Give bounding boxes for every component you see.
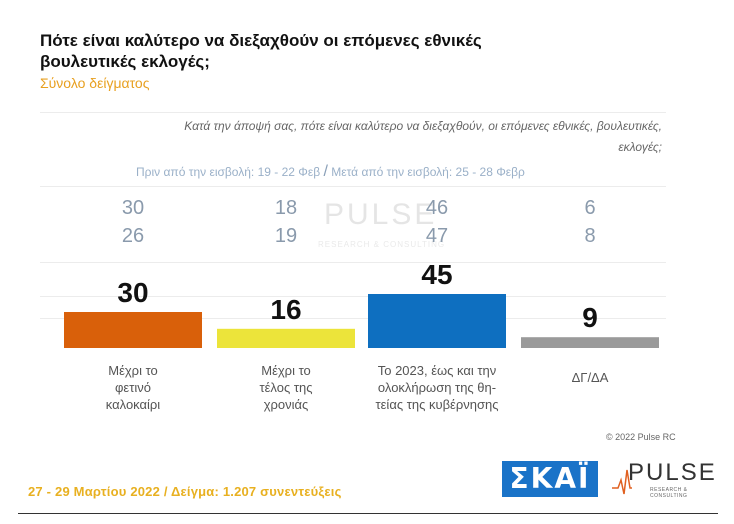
category-label-line: χρονιάς — [263, 397, 309, 412]
chart-subtitle: Σύνολο δείγματος — [40, 75, 150, 91]
pulse-logo-word: PULSE — [628, 459, 717, 486]
watermark-tagline: RESEARCH & CONSULTING — [318, 240, 446, 249]
category-label-line: Το 2023, έως και την — [377, 363, 497, 378]
pulse-logo-tagline: RESEARCH & CONSULTING — [650, 487, 688, 499]
category-label-line: Μέχρι το — [108, 363, 158, 378]
category-label: Μέχρι το φετινό καλοκαίρι — [58, 362, 208, 413]
pulse-wave-icon — [612, 469, 632, 495]
sample-info: 27 - 29 Μαρτίου 2022 / Δείγμα: 1.207 συν… — [28, 484, 342, 499]
period-separator: / — [323, 163, 328, 180]
grid-line — [40, 186, 666, 187]
bar — [217, 328, 355, 348]
footer-divider — [18, 513, 718, 514]
category-label: Το 2023, έως και την ολοκλήρωση της θη-τε… — [362, 362, 512, 413]
skai-logo: ΣΚΑΪ — [502, 461, 598, 497]
previous-wave-value: 19 — [275, 225, 297, 247]
chart-title: Πότε είναι καλύτερο να διεξαχθούν οι επό… — [40, 31, 482, 71]
category-label-line: ΔΓ/ΔΑ — [571, 370, 609, 385]
grid-line — [40, 112, 666, 113]
previous-wave-value: 30 — [122, 197, 144, 219]
previous-wave-value: 47 — [426, 225, 448, 247]
survey-question: Κατά την άποψή σας, πότε είναι καλύτερο … — [184, 119, 662, 154]
category-label-line: τείας της κυβέρνησης — [375, 397, 499, 412]
category-label-line: ολοκλήρωση της θη- — [377, 380, 497, 395]
category-label-line: τέλος της — [259, 380, 313, 395]
bar-value-label: 9 — [582, 302, 598, 333]
category-label: ΔΓ/ΔΑ — [515, 369, 665, 386]
grid-line — [40, 262, 666, 263]
category-label-line: Μέχρι το — [261, 363, 311, 378]
bar-value-label: 45 — [421, 259, 452, 290]
period-after-label: Μετά από την εισβολή: 25 - 28 Φεβρ — [331, 165, 525, 179]
bar — [368, 294, 506, 348]
watermark-word: PULSE — [324, 198, 438, 231]
period-legend: Πριν από την εισβολή: 19 - 22 Φεβ / Μετά… — [136, 163, 525, 181]
previous-wave-value: 46 — [426, 197, 448, 219]
copyright: © 2022 Pulse RC — [606, 432, 676, 442]
pulse-logo: PULSE RESEARCH & CONSULTING — [612, 459, 720, 500]
previous-wave-value: 6 — [584, 197, 595, 219]
grid-line — [40, 296, 666, 297]
bar — [64, 312, 202, 348]
bar — [521, 337, 659, 348]
category-label: Μέχρι το τέλος της χρονιάς — [211, 362, 361, 413]
grid-line — [40, 318, 666, 319]
bar-value-label: 30 — [117, 277, 148, 308]
category-label-line: καλοκαίρι — [105, 397, 161, 412]
previous-wave-value: 18 — [275, 197, 297, 219]
previous-wave-value: 8 — [584, 225, 595, 247]
pulse-watermark: PULSE RESEARCH & CONSULTING — [312, 198, 462, 258]
category-label-line: φετινό — [115, 380, 151, 395]
bar-value-label: 16 — [270, 294, 301, 325]
previous-wave-value: 26 — [122, 225, 144, 247]
period-before-label: Πριν από την εισβολή: 19 - 22 Φεβ — [136, 165, 321, 179]
